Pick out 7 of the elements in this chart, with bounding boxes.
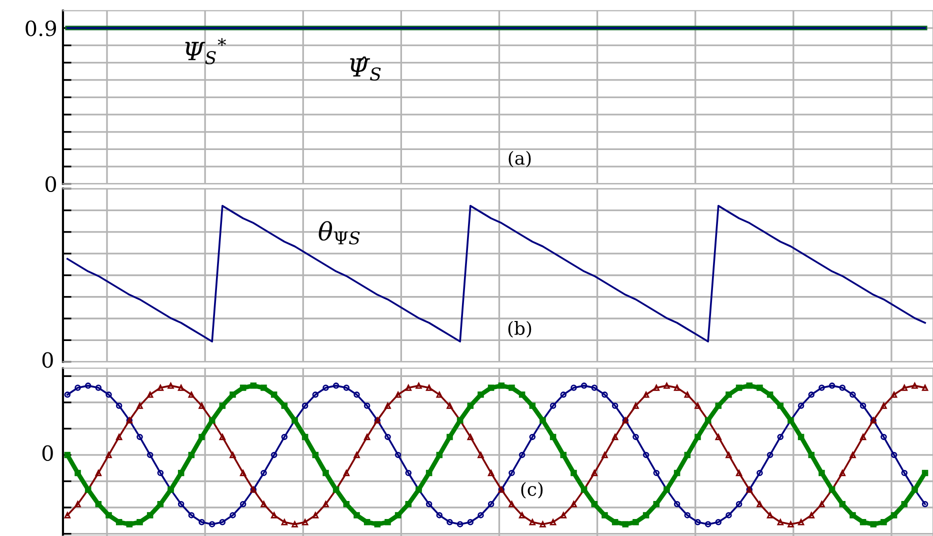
y-tick-label: 0.9: [26, 20, 56, 36]
series-label: Ψ̂$_{S}$: [350, 56, 381, 81]
annotation: (b): [508, 321, 532, 338]
series-label: Ψ$_{S}$$^{*}$: [185, 38, 226, 64]
annotation: (c): [521, 482, 543, 498]
annotation: (a): [508, 150, 531, 168]
series-label: θ$_{ΨS}$: [318, 221, 360, 244]
